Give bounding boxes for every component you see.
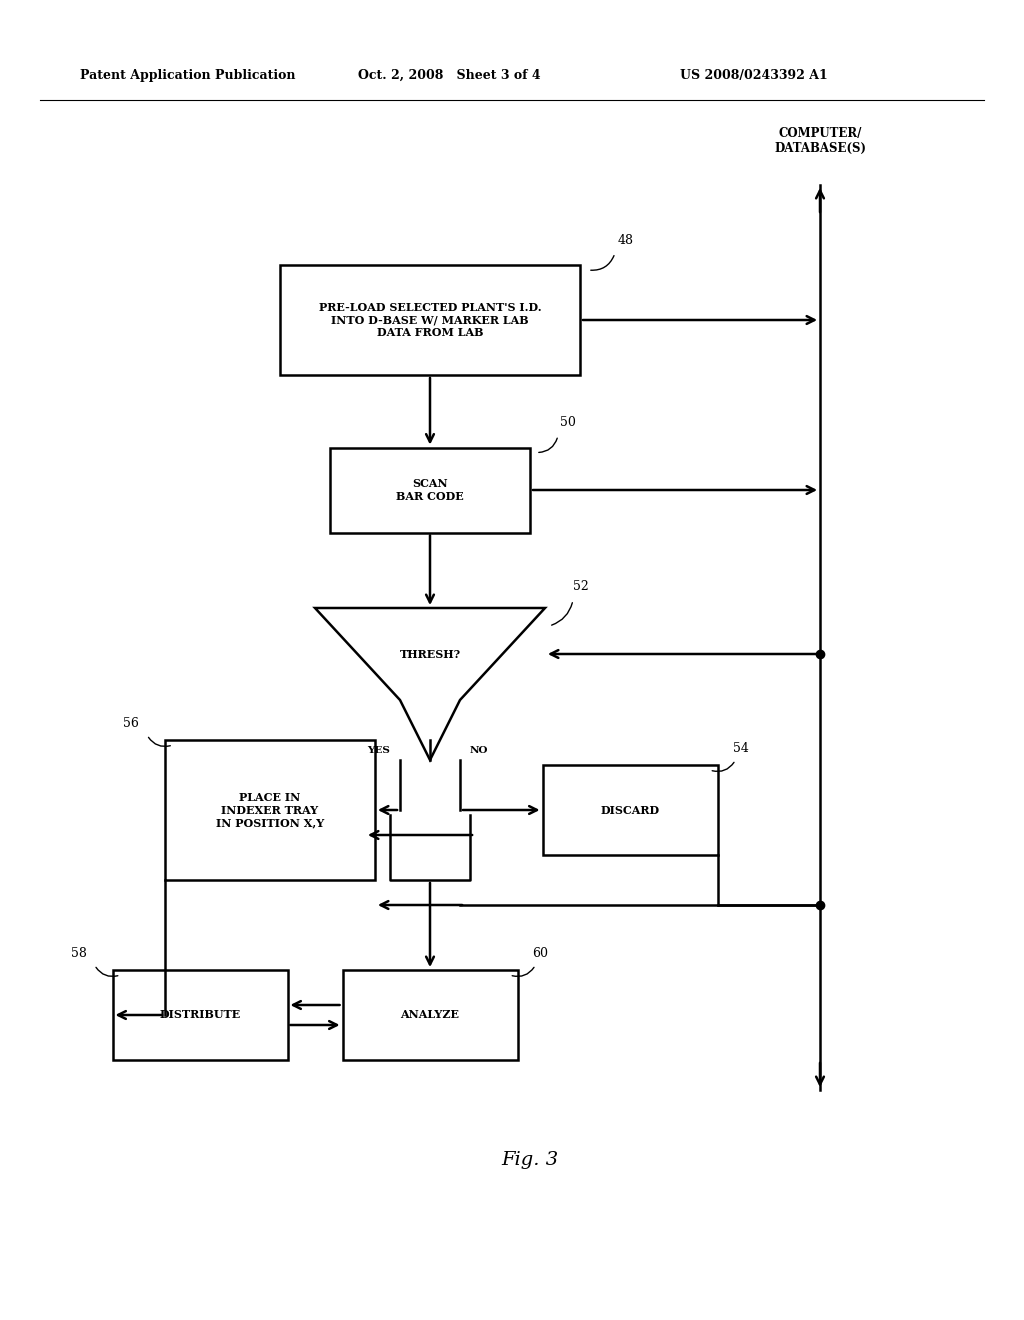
FancyBboxPatch shape <box>330 447 530 532</box>
Text: Oct. 2, 2008   Sheet 3 of 4: Oct. 2, 2008 Sheet 3 of 4 <box>358 69 541 82</box>
Text: DISTRIBUTE: DISTRIBUTE <box>160 1010 241 1020</box>
Text: COMPUTER/
DATABASE(S): COMPUTER/ DATABASE(S) <box>774 127 866 154</box>
Text: DISCARD: DISCARD <box>600 804 659 816</box>
Text: 48: 48 <box>618 234 634 247</box>
Text: 60: 60 <box>532 946 549 960</box>
Text: YES: YES <box>368 746 390 755</box>
FancyBboxPatch shape <box>113 970 288 1060</box>
FancyBboxPatch shape <box>342 970 517 1060</box>
Text: 56: 56 <box>123 717 139 730</box>
Text: ANALYZE: ANALYZE <box>400 1010 460 1020</box>
Text: Fig. 3: Fig. 3 <box>502 1151 558 1170</box>
FancyBboxPatch shape <box>280 265 580 375</box>
FancyBboxPatch shape <box>165 741 375 880</box>
Text: SCAN
BAR CODE: SCAN BAR CODE <box>396 478 464 502</box>
FancyBboxPatch shape <box>543 766 718 855</box>
Text: 58: 58 <box>71 946 86 960</box>
Text: NO: NO <box>470 746 488 755</box>
Text: PRE-LOAD SELECTED PLANT'S I.D.
INTO D-BASE W/ MARKER LAB
DATA FROM LAB: PRE-LOAD SELECTED PLANT'S I.D. INTO D-BA… <box>318 302 542 338</box>
Text: Patent Application Publication: Patent Application Publication <box>80 69 296 82</box>
Text: 54: 54 <box>732 742 749 755</box>
Text: 52: 52 <box>573 579 589 593</box>
Text: PLACE IN
INDEXER TRAY
IN POSITION X,Y: PLACE IN INDEXER TRAY IN POSITION X,Y <box>216 792 325 829</box>
Text: 50: 50 <box>560 417 575 429</box>
Text: THRESH?: THRESH? <box>399 648 461 660</box>
Text: US 2008/0243392 A1: US 2008/0243392 A1 <box>680 69 827 82</box>
Polygon shape <box>315 609 545 760</box>
